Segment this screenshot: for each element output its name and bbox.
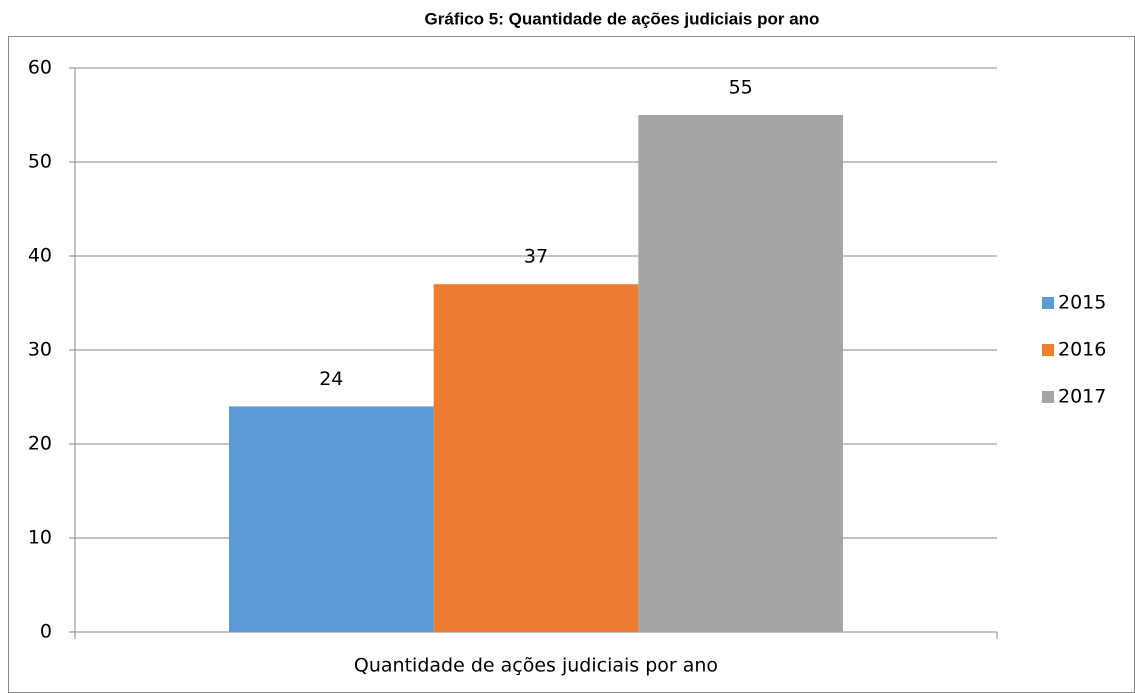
data-label: 24 (319, 368, 343, 390)
x-tick-label: Quantidade de ações judiciais por ano (354, 655, 718, 677)
legend-swatch (1042, 391, 1054, 403)
data-label: 55 (729, 77, 753, 99)
legend-label: 2017 (1058, 386, 1106, 408)
y-tick-label: 10 (28, 527, 52, 549)
bar (228, 406, 434, 632)
legend-label: 2015 (1058, 292, 1106, 314)
data-label: 37 (524, 246, 548, 268)
y-tick-label: 50 (28, 151, 52, 173)
bar (433, 284, 639, 632)
bar (638, 115, 844, 632)
y-tick-label: 30 (28, 339, 52, 361)
chart-title: Gráfico 5: Quantidade de ações judiciais… (425, 9, 820, 28)
legend-swatch (1042, 344, 1054, 356)
y-tick-label: 0 (40, 621, 52, 643)
legend-label: 2016 (1058, 339, 1106, 361)
y-tick-label: 60 (28, 57, 52, 79)
y-tick-label: 20 (28, 433, 52, 455)
legend-swatch (1042, 297, 1054, 309)
y-tick-label: 40 (28, 245, 52, 267)
